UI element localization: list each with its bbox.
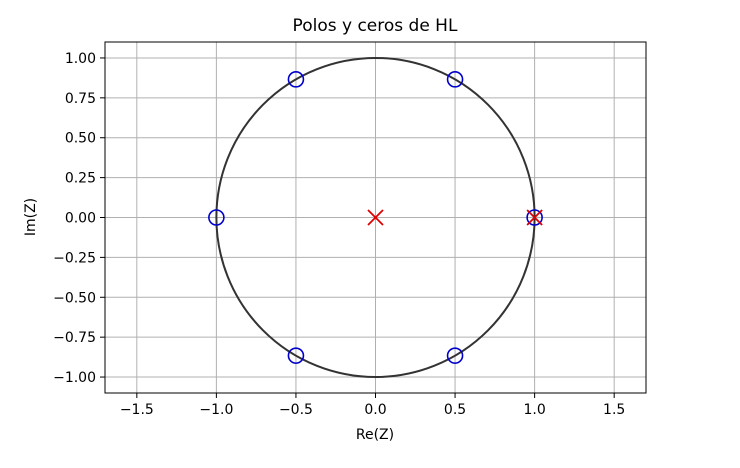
y-tick-label: −0.25 [53, 250, 96, 266]
chart-title: Polos y ceros de HL [293, 16, 458, 36]
y-tick-label: 0.75 [65, 91, 96, 107]
x-tick-label: 1.5 [603, 402, 625, 418]
y-tick-label: 0.00 [65, 211, 96, 227]
x-axis-ticks: −1.5 −1.0 −0.5 0.0 0.5 1.0 1.5 [120, 393, 625, 418]
zero-marker [446, 347, 464, 364]
x-tick-label: 0.5 [444, 402, 466, 418]
zero-marker [446, 71, 464, 88]
y-axis-label: Im(Z) [23, 198, 39, 236]
x-tick-label: 0.0 [364, 402, 386, 418]
y-tick-label: 0.50 [65, 131, 96, 147]
y-tick-label: 0.25 [65, 171, 96, 187]
x-axis-label: Re(Z) [356, 427, 394, 443]
x-tick-label: 1.0 [523, 402, 545, 418]
pole-marker-stroke [526, 209, 543, 226]
pole-marker [526, 209, 543, 226]
zero-marker [526, 209, 543, 226]
x-tick-label: −0.5 [279, 402, 313, 418]
pole-marker [367, 209, 384, 226]
y-tick-label: 1.00 [65, 51, 96, 67]
zero-marker [208, 209, 225, 226]
poles-series [367, 209, 543, 226]
y-tick-label: −0.75 [53, 330, 96, 346]
pole-marker-stroke [367, 209, 384, 226]
x-tick-label: −1.0 [199, 402, 233, 418]
zeros-series [208, 71, 543, 364]
y-tick-label: −0.50 [53, 290, 96, 306]
y-axis-ticks: 1.00 0.75 0.50 0.25 0.00 −0.25 −0.50 −0.75 −1.00 [53, 51, 105, 386]
y-tick-label: −1.00 [53, 370, 96, 386]
x-tick-label: −1.5 [120, 402, 154, 418]
zero-marker [287, 71, 305, 88]
zero-marker [287, 347, 305, 364]
